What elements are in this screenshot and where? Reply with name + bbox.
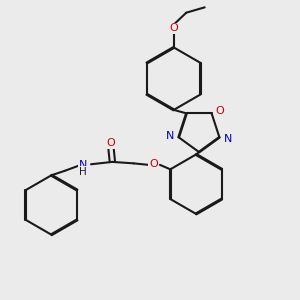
Text: O: O <box>216 106 224 116</box>
Text: N: N <box>224 134 232 144</box>
Text: H: H <box>79 167 86 177</box>
Text: O: O <box>169 23 178 33</box>
Text: O: O <box>106 139 115 148</box>
Text: N: N <box>166 131 175 141</box>
Text: N: N <box>79 160 87 170</box>
Text: O: O <box>149 159 158 169</box>
